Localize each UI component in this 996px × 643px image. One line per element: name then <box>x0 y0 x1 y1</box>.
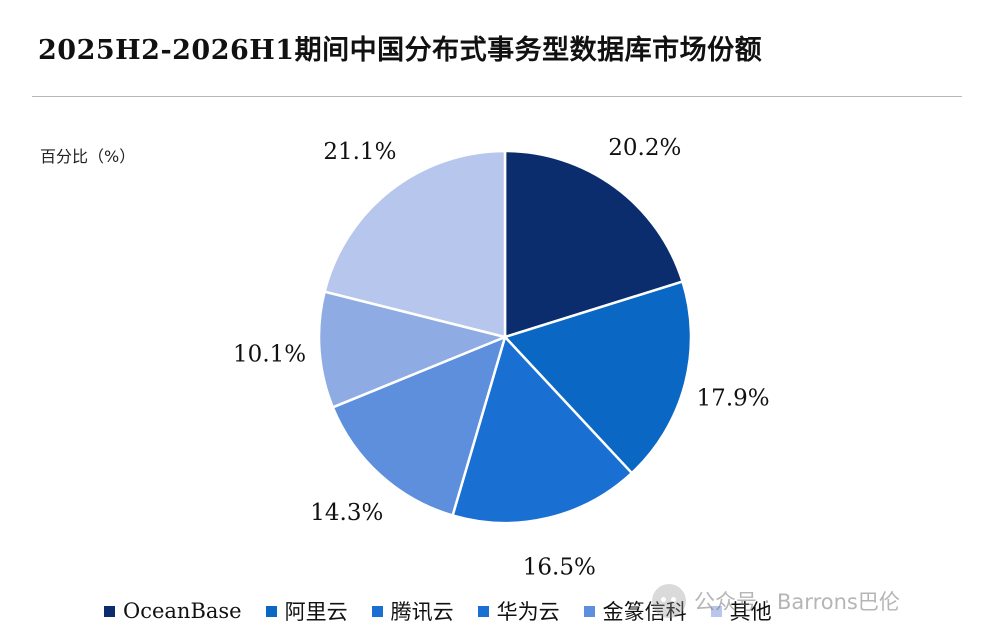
legend-label-6: 其他 <box>729 600 772 624</box>
legend-swatch-1 <box>104 605 115 617</box>
pie-slice-2 <box>503 280 693 475</box>
pie-slice-3 <box>451 335 634 525</box>
legend-item-1: OceanBase <box>104 599 242 623</box>
legend-swatch-5 <box>583 605 595 617</box>
pie-labels: 20.2% 17.9% 16.5% 14.3% 10.1% 21.1% <box>233 135 770 581</box>
legend-label-2: 阿里云 <box>284 600 348 624</box>
legend-item-4: 华为云 <box>477 596 560 626</box>
title-divider <box>32 96 962 97</box>
legend-swatch-4 <box>477 605 489 617</box>
legend-item-5: 金篆信科 <box>583 596 687 626</box>
legend-label-4: 华为云 <box>496 600 560 624</box>
pie-slice-5 <box>317 290 507 409</box>
legend-swatch-2 <box>265 605 277 617</box>
pie-label-5: 10.1% <box>233 342 306 368</box>
watermark: 公众号 · Barrons巴伦 <box>652 584 900 618</box>
chart-title: 2025H2-2026H1期间中国分布式事务型数据库市场份额 <box>38 35 763 66</box>
legend-swatch-3 <box>371 605 383 617</box>
legend-item-2: 阿里云 <box>265 596 348 626</box>
legend-item-3: 腾讯云 <box>371 596 454 626</box>
pie-label-6: 21.1% <box>323 139 396 165</box>
legend-label-3: 腾讯云 <box>390 600 454 624</box>
pie-label-2: 17.9% <box>697 385 770 411</box>
legend-item-6: 其他 <box>710 596 772 626</box>
pie-slices <box>317 149 693 525</box>
pie-slice-6 <box>323 149 507 339</box>
legend-label-5: 金篆信科 <box>602 600 687 624</box>
wechat-icon <box>652 584 686 618</box>
pie-label-3: 16.5% <box>523 555 596 581</box>
pie-label-4: 14.3% <box>310 500 383 526</box>
legend-label-1: OceanBase <box>123 599 242 623</box>
watermark-text: 公众号 · Barrons巴伦 <box>694 590 900 614</box>
legend-swatch-6 <box>710 605 722 617</box>
unit-label: 百分比（%） <box>40 147 136 166</box>
pie-label-1: 20.2% <box>608 135 681 161</box>
pie-slice-4 <box>331 335 507 517</box>
chart-legend: OceanBase 阿里云 腾讯云 华为云 金篆信科 其他 <box>104 596 772 626</box>
pie-slice-1 <box>503 149 684 339</box>
